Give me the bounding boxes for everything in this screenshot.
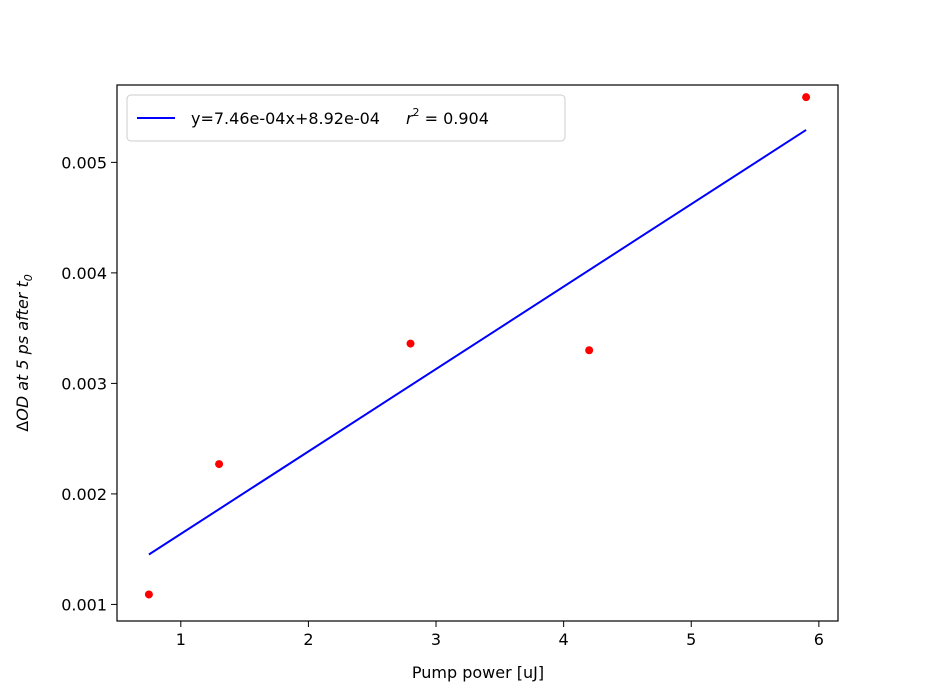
plot-frame (116, 84, 839, 622)
y-tick-label-0.001: 0.001 (61, 595, 107, 614)
y-axis-label-subscript: 0 (22, 274, 35, 281)
legend-box (126, 94, 566, 142)
legend-r2-value: = 0.904 (420, 109, 489, 128)
y-axis: 0.001 0.002 0.003 0.004 0.005 (61, 153, 117, 614)
legend-entry: y=7.46e-04x+8.92e-04 r2 = 0.904 (191, 106, 489, 128)
y-tick-label-0.002: 0.002 (61, 485, 107, 504)
fit-line (148, 129, 807, 556)
legend-fit-label: y=7.46e-04x+8.92e-04 (191, 109, 380, 128)
data-point-1 (144, 590, 153, 599)
data-point-5 (802, 93, 811, 102)
x-tick-label-1: 1 (176, 630, 186, 649)
x-tick-label-2: 2 (303, 630, 313, 649)
x-tick-label-3: 3 (431, 630, 441, 649)
y-axis-label-prefix: Δ (13, 421, 32, 432)
x-axis-label: Pump power [uJ] (412, 663, 544, 682)
plot-marks (144, 93, 811, 599)
y-axis-label-main: OD at 5 ps after t (13, 281, 32, 421)
data-point-3 (406, 339, 415, 348)
y-axis-label: ΔOD at 5 ps after t0 (13, 274, 35, 431)
x-tick-label-4: 4 (559, 630, 569, 649)
data-point-2 (215, 460, 224, 469)
x-axis: 1 2 3 4 5 6 (176, 621, 824, 649)
y-tick-label-0.005: 0.005 (61, 153, 107, 172)
x-tick-label-6: 6 (814, 630, 824, 649)
legend-r2-exponent: 2 (413, 106, 420, 119)
y-tick-label-0.003: 0.003 (61, 374, 107, 393)
legend-r2-symbol: r (406, 109, 414, 128)
y-tick-label-0.004: 0.004 (61, 264, 107, 283)
data-point-4 (585, 346, 594, 355)
x-tick-label-5: 5 (686, 630, 696, 649)
legend: y=7.46e-04x+8.92e-04 r2 = 0.904 (126, 94, 566, 142)
